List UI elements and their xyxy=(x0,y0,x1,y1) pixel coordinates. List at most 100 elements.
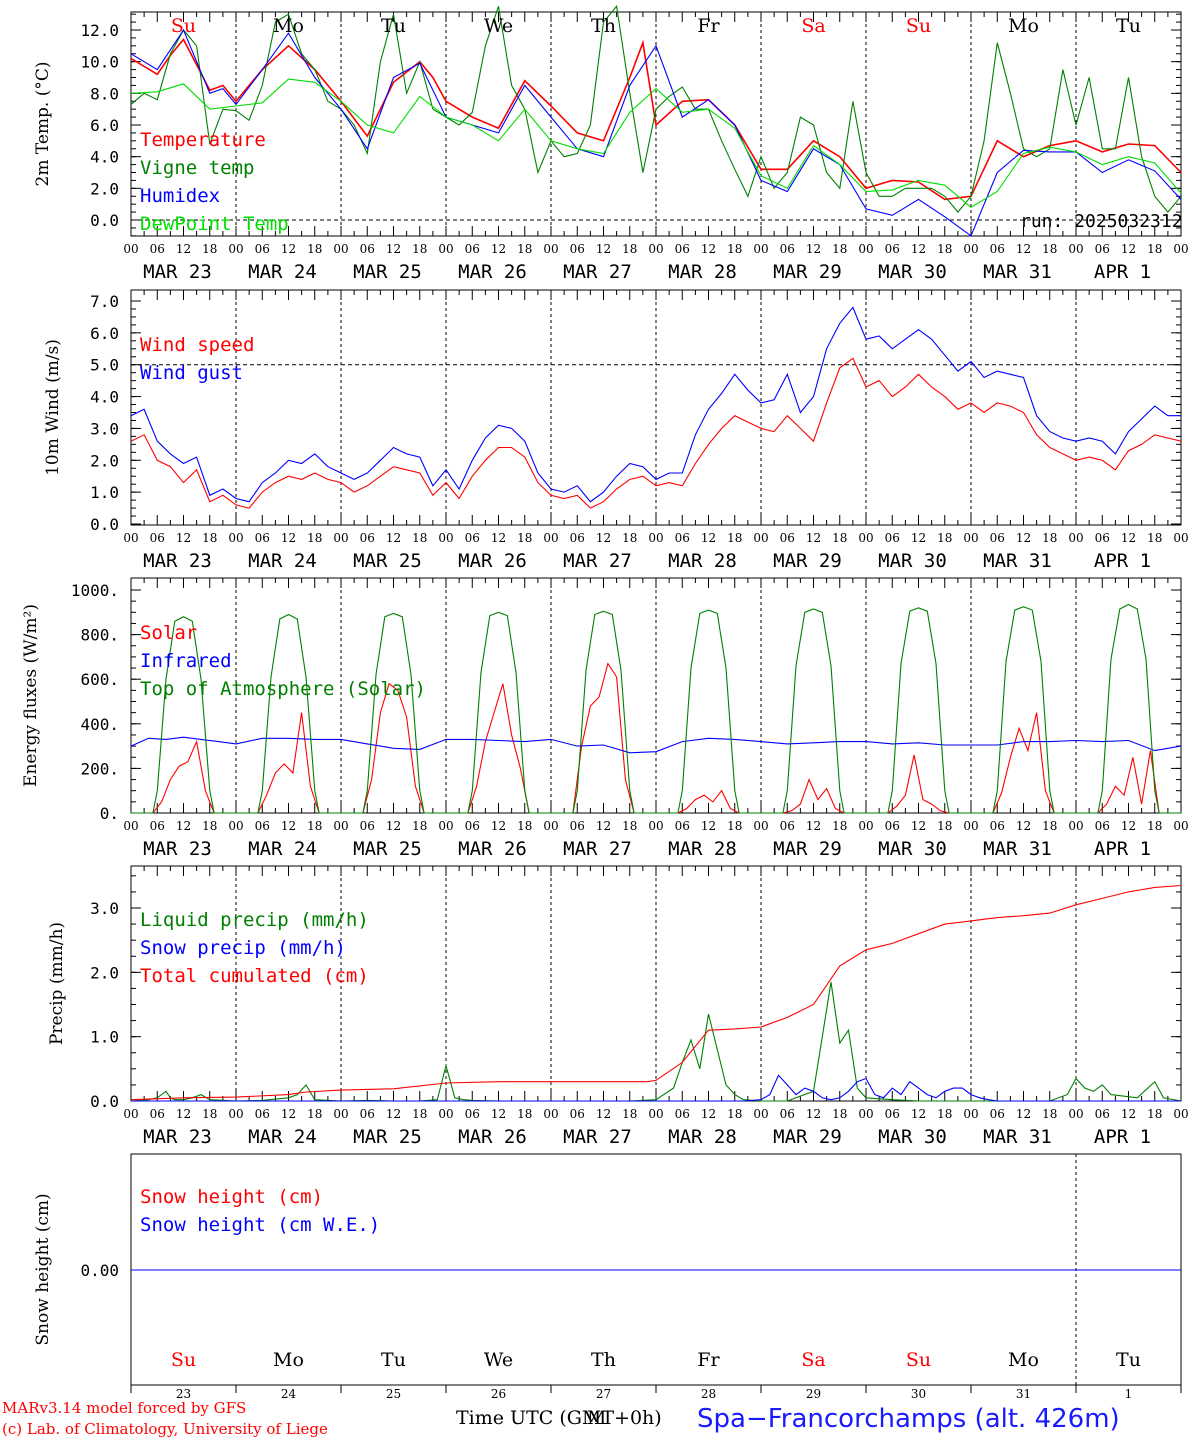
hour-tick-label: 06 xyxy=(570,1107,585,1121)
date-label: MAR 31 xyxy=(983,1126,1052,1148)
hour-tick-label: 00 xyxy=(543,531,558,545)
y-tick-label: 6.0 xyxy=(90,324,119,343)
hour-tick-label: 06 xyxy=(150,531,165,545)
legend-entry: Humidex xyxy=(140,185,220,207)
hour-tick-label: 00 xyxy=(438,242,453,256)
hour-tick-label: 06 xyxy=(360,531,375,545)
weekday-label: Su xyxy=(171,1349,196,1371)
hour-tick-label: 06 xyxy=(465,1107,480,1121)
y-tick-label: 2.0 xyxy=(90,963,119,982)
hour-tick-label: 18 xyxy=(1147,531,1162,545)
hour-tick-label: 12 xyxy=(281,531,296,545)
date-label: MAR 25 xyxy=(353,550,422,572)
legend-entry: Liquid precip (mm/h) xyxy=(140,909,369,931)
date-label: MAR 24 xyxy=(248,838,317,860)
weekday-label: Mo xyxy=(273,15,304,37)
hour-tick-label: 18 xyxy=(622,819,637,833)
hour-tick-label: 12 xyxy=(386,242,401,256)
weekday-label: Mo xyxy=(273,1349,304,1371)
date-label: MAR 23 xyxy=(143,550,212,572)
legend-entry: Infrared xyxy=(140,650,232,672)
hour-tick-label: 06 xyxy=(255,531,270,545)
hour-tick-label: 18 xyxy=(307,531,322,545)
hour-tick-label: 12 xyxy=(281,819,296,833)
hour-tick-label: 00 xyxy=(228,1107,243,1121)
date-label: MAR 24 xyxy=(248,261,317,283)
lab-credit: (c) Lab. of Climatology, University of L… xyxy=(2,1420,328,1438)
date-label: MAR 29 xyxy=(773,261,842,283)
hour-tick-label: 12 xyxy=(176,531,191,545)
hour-tick-label: 00 xyxy=(228,531,243,545)
panel-5: 0.00 Snow height (cm) Snow height (cm) Snow… xyxy=(33,1153,1182,1401)
weekday-label: Su xyxy=(906,1349,931,1371)
date-label: APR 1 xyxy=(1094,550,1151,572)
date-label: MAR 27 xyxy=(563,1126,632,1148)
weekday-label: Mo xyxy=(1008,15,1039,37)
date-label: MAR 31 xyxy=(983,550,1052,572)
date-label: MAR 27 xyxy=(563,838,632,860)
hour-tick-label: 18 xyxy=(1147,1107,1162,1121)
hour-tick-label: 18 xyxy=(832,242,847,256)
hour-tick-label: 06 xyxy=(570,819,585,833)
y-tick-label: 4.0 xyxy=(90,148,119,167)
hour-tick-label: 00 xyxy=(753,819,768,833)
hour-tick-label: 18 xyxy=(622,242,637,256)
hour-tick-label: 00 xyxy=(1173,819,1188,833)
hour-tick-label: 00 xyxy=(1068,1107,1083,1121)
hour-tick-label: 00 xyxy=(333,531,348,545)
hour-tick-label: 00 xyxy=(753,242,768,256)
hour-tick-label: 06 xyxy=(990,1107,1005,1121)
date-label: MAR 27 xyxy=(563,261,632,283)
weekday-label: Sa xyxy=(801,15,825,37)
hour-tick-label: 12 xyxy=(806,1107,821,1121)
hour-tick-label: 18 xyxy=(832,531,847,545)
hour-tick-label: 12 xyxy=(1016,819,1031,833)
hour-tick-label: 06 xyxy=(255,1107,270,1121)
date-label: MAR 27 xyxy=(563,550,632,572)
date-label: MAR 31 xyxy=(983,838,1052,860)
hour-tick-label: 06 xyxy=(675,1107,690,1121)
date-label: MAR 23 xyxy=(143,1126,212,1148)
hour-tick-label: 12 xyxy=(491,819,506,833)
hour-tick-label: 12 xyxy=(1016,531,1031,545)
hour-tick-label: 06 xyxy=(360,242,375,256)
hour-tick-label: 00 xyxy=(858,1107,873,1121)
hour-tick-label: 06 xyxy=(885,819,900,833)
weekday-label: Tu xyxy=(381,15,406,37)
hour-tick-label: 18 xyxy=(307,819,322,833)
model-credit: MARv3.14 model forced by GFS xyxy=(2,1399,246,1417)
hour-tick-label: 06 xyxy=(570,531,585,545)
hour-tick-label: 06 xyxy=(885,242,900,256)
hour-tick-label: 06 xyxy=(780,242,795,256)
day-number-label: 27 xyxy=(596,1387,611,1401)
hour-tick-label: 00 xyxy=(438,1107,453,1121)
legend-entry: Solar xyxy=(140,622,197,644)
y-tick-label: 0.0 xyxy=(90,211,119,230)
hour-tick-label: 12 xyxy=(701,1107,716,1121)
hour-tick-label: 06 xyxy=(780,1107,795,1121)
weekday-label: Su xyxy=(171,15,196,37)
legend-entry: Wind gust xyxy=(140,362,243,384)
panel-1: 00 06 12 18 00 06 12 18 00 06 12 18 00 06 12 18 00 06 12 18… xyxy=(33,5,1189,283)
date-label: MAR 28 xyxy=(668,550,737,572)
date-label: MAR 24 xyxy=(248,1126,317,1148)
hour-tick-label: 12 xyxy=(701,242,716,256)
day-number-label: 1 xyxy=(1125,1387,1133,1401)
y-tick-label: 2.0 xyxy=(90,179,119,198)
hour-tick-label: 18 xyxy=(202,1107,217,1121)
hour-tick-label: 18 xyxy=(937,819,952,833)
legend-entry: DewPoint Temp xyxy=(140,213,289,235)
hour-tick-label: 00 xyxy=(438,819,453,833)
y-tick-label: 0.0 xyxy=(90,515,119,534)
series-line-top-of-atmosphere-solar- xyxy=(131,603,1181,814)
day-number-label: 30 xyxy=(911,1387,926,1401)
hour-tick-label: 12 xyxy=(176,819,191,833)
legend-entry: Snow height (cm W.E.) xyxy=(140,1214,380,1236)
hour-tick-label: 18 xyxy=(517,819,532,833)
hour-tick-label: 00 xyxy=(1068,819,1083,833)
hour-tick-label: 00 xyxy=(1173,242,1188,256)
y-tick-label: 600. xyxy=(80,670,119,689)
weekday-label: Th xyxy=(591,15,616,37)
hour-tick-label: 12 xyxy=(1016,1107,1031,1121)
hour-tick-label: 12 xyxy=(596,1107,611,1121)
